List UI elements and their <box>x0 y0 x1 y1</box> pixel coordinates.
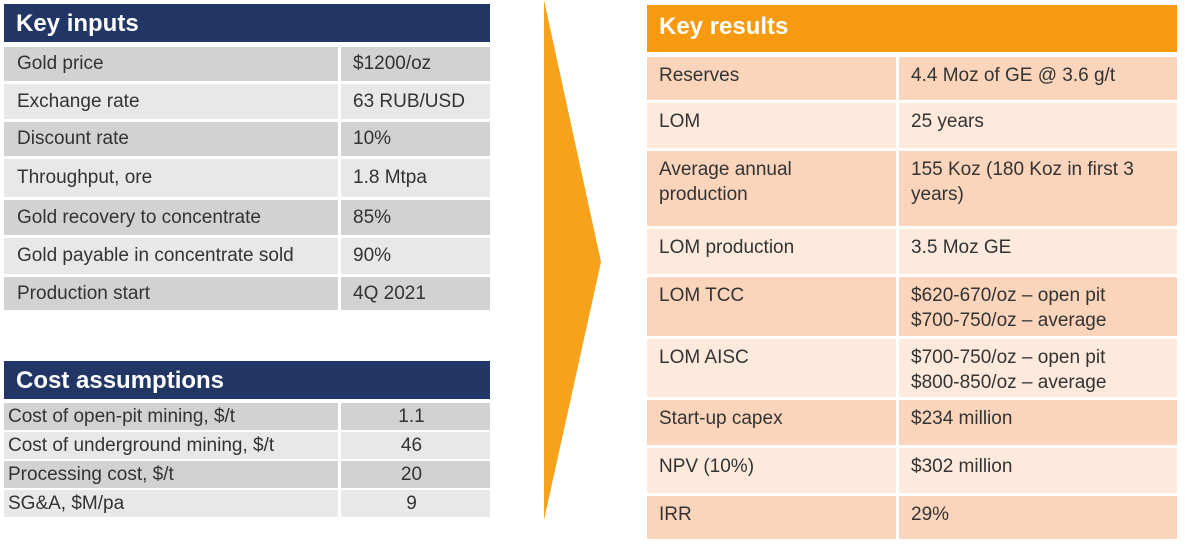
input-value: 10% <box>341 122 490 156</box>
result-label: IRR <box>647 496 896 539</box>
input-label: Exchange rate <box>4 84 338 119</box>
table-row: Start-up capex $234 million <box>647 400 1177 445</box>
table-row: LOM production 3.5 Moz GE <box>647 229 1177 274</box>
table-row: Production start 4Q 2021 <box>4 277 490 310</box>
result-label: Start-up capex <box>647 400 896 445</box>
table-row: LOM TCC $620-670/oz – open pit $700-750/… <box>647 277 1177 336</box>
table-row: Average annual production 155 Koz (180 K… <box>647 151 1177 226</box>
input-value: 85% <box>341 200 490 235</box>
input-value: 63 RUB/USD <box>341 84 490 119</box>
input-label: Discount rate <box>4 122 338 156</box>
key-inputs-table: Gold price $1200/oz Exchange rate 63 RUB… <box>4 47 490 313</box>
key-inputs-title: Key inputs <box>4 4 490 42</box>
result-label: LOM production <box>647 229 896 274</box>
result-label: Reserves <box>647 57 896 100</box>
result-label: LOM TCC <box>647 277 896 336</box>
table-row: Gold payable in concentrate sold 90% <box>4 238 490 274</box>
cost-label: SG&A, $M/pa <box>4 490 338 517</box>
result-value: 29% <box>899 496 1177 539</box>
input-value: 1.8 Mtpa <box>341 159 490 197</box>
result-label: NPV (10%) <box>647 448 896 493</box>
cost-assumptions-table: Cost of open-pit mining, $/t 1.1 Cost of… <box>4 403 490 519</box>
input-label: Gold recovery to concentrate <box>4 200 338 235</box>
cost-value: 9 <box>341 490 490 517</box>
result-value: $620-670/oz – open pit $700-750/oz – ave… <box>899 277 1177 336</box>
cost-label: Processing cost, $/t <box>4 461 338 488</box>
input-value: 90% <box>341 238 490 274</box>
table-row: Gold recovery to concentrate 85% <box>4 200 490 235</box>
table-row: Discount rate 10% <box>4 122 490 156</box>
table-row: Gold price $1200/oz <box>4 47 490 81</box>
key-results-table: Reserves 4.4 Moz of GE @ 3.6 g/t LOM 25 … <box>647 57 1177 542</box>
table-row: Cost of open-pit mining, $/t 1.1 <box>4 403 490 430</box>
cost-value: 46 <box>341 432 490 459</box>
cost-value: 20 <box>341 461 490 488</box>
table-row: Exchange rate 63 RUB/USD <box>4 84 490 119</box>
cost-label: Cost of open-pit mining, $/t <box>4 403 338 430</box>
result-value: $700-750/oz – open pit $800-850/oz – ave… <box>899 339 1177 397</box>
table-row: Reserves 4.4 Moz of GE @ 3.6 g/t <box>647 57 1177 100</box>
result-value: 3.5 Moz GE <box>899 229 1177 274</box>
result-value: 155 Koz (180 Koz in first 3 years) <box>899 151 1177 226</box>
cost-value: 1.1 <box>341 403 490 430</box>
result-label: Average annual production <box>647 151 896 226</box>
input-label: Gold price <box>4 47 338 81</box>
table-row: LOM AISC $700-750/oz – open pit $800-850… <box>647 339 1177 397</box>
input-label: Throughput, ore <box>4 159 338 197</box>
cost-assumptions-title: Cost assumptions <box>4 361 490 399</box>
table-row: IRR 29% <box>647 496 1177 539</box>
input-label: Production start <box>4 277 338 310</box>
input-label: Gold payable in concentrate sold <box>4 238 338 274</box>
result-value: $234 million <box>899 400 1177 445</box>
input-value: 4Q 2021 <box>341 277 490 310</box>
table-row: LOM 25 years <box>647 103 1177 148</box>
result-label: LOM AISC <box>647 339 896 397</box>
result-label: LOM <box>647 103 896 148</box>
result-value: 25 years <box>899 103 1177 148</box>
table-row: Throughput, ore 1.8 Mtpa <box>4 159 490 197</box>
table-row: NPV (10%) $302 million <box>647 448 1177 493</box>
table-row: Processing cost, $/t 20 <box>4 461 490 488</box>
key-results-title: Key results <box>647 5 1177 52</box>
arrow-chevron-icon <box>544 0 601 520</box>
table-row: Cost of underground mining, $/t 46 <box>4 432 490 459</box>
result-value: 4.4 Moz of GE @ 3.6 g/t <box>899 57 1177 100</box>
table-row: SG&A, $M/pa 9 <box>4 490 490 517</box>
input-value: $1200/oz <box>341 47 490 81</box>
result-value: $302 million <box>899 448 1177 493</box>
cost-label: Cost of underground mining, $/t <box>4 432 338 459</box>
